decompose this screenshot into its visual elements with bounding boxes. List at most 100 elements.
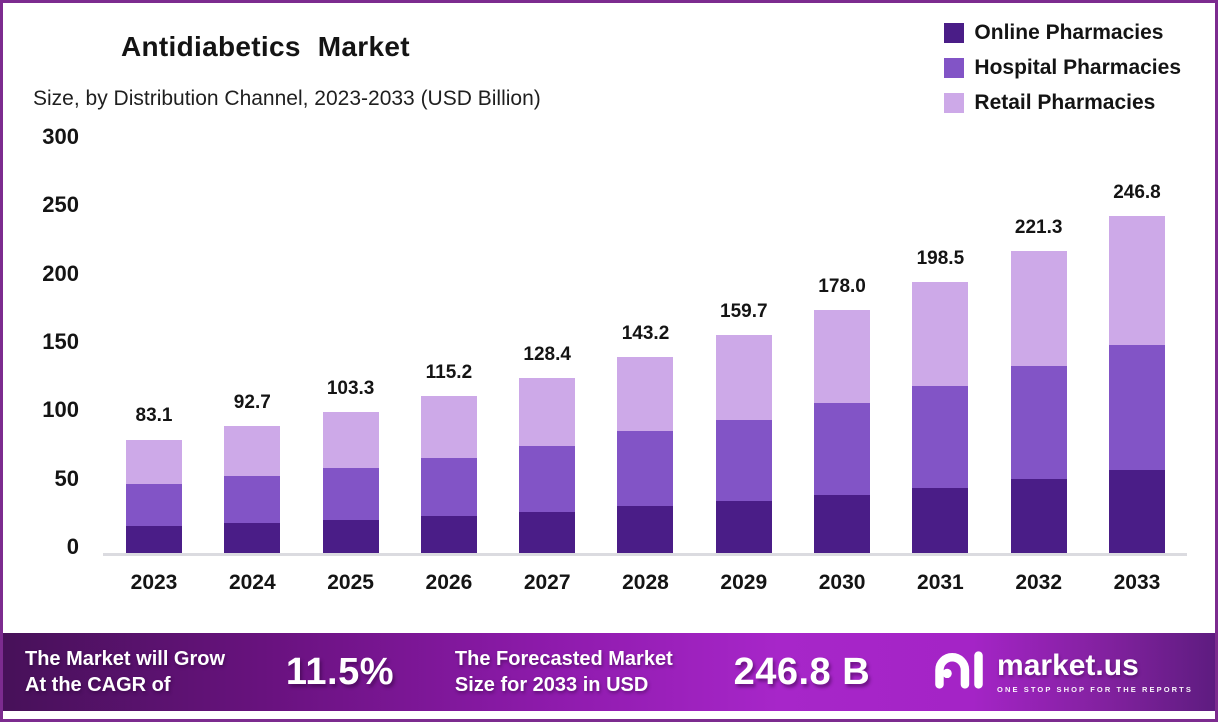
- bar-total-label: 128.4: [523, 343, 571, 365]
- bar-segment-hospital-pharmacies: [1010, 365, 1067, 480]
- legend-label: Hospital Pharmacies: [974, 56, 1181, 79]
- bar-segment-hospital-pharmacies: [322, 468, 379, 520]
- bar-segment-online-pharmacies: [420, 515, 477, 553]
- legend-item-retail-pharmacies: Retail Pharmacies: [944, 91, 1181, 115]
- x-axis-category-label: 2027: [523, 571, 571, 594]
- x-axis-category-label: 2023: [130, 571, 178, 594]
- cagr-label-line2: At the CAGR of: [25, 674, 171, 696]
- x-axis-category-label: 2025: [327, 571, 374, 594]
- bar-segment-hospital-pharmacies: [224, 476, 281, 523]
- bar-segment-online-pharmacies: [715, 500, 772, 553]
- bar-group-2029: 159.7 2029: [715, 143, 772, 594]
- bar-segment-retail-pharmacies: [126, 439, 182, 484]
- bar-total-label: 221.3: [1014, 216, 1063, 238]
- bar-group-2025: 103.3 2025: [322, 143, 379, 594]
- bar-segment-retail-pharmacies: [420, 395, 477, 458]
- bar-segment-online-pharmacies: [1010, 479, 1067, 553]
- bar-group-2024: 92.7 2024: [224, 143, 281, 594]
- legend-label: Online Pharmacies: [974, 21, 1164, 44]
- logo-tagline: ONE STOP SHOP FOR THE REPORTS: [997, 684, 1193, 694]
- x-axis-category-label: 2032: [1015, 571, 1063, 594]
- forecast-label: The Forecasted Market Size for 2033 in U…: [455, 646, 673, 698]
- bar-group-2023: 83.1 2023: [126, 143, 182, 594]
- legend: Online Pharmacies Hospital Pharmacies Reta…: [944, 21, 1181, 126]
- x-axis-category-label: 2029: [720, 571, 768, 594]
- y-axis-tick-label: 300: [42, 124, 79, 149]
- legend-swatch-icon: [944, 93, 965, 113]
- logo-name: market.us: [997, 648, 1139, 682]
- chart-subtitle: Size, by Distribution Channel, 2023-2033…: [33, 87, 541, 110]
- forecast-label-line1: The Forecasted Market: [454, 648, 673, 670]
- y-axis-tick-label: 0: [66, 534, 79, 559]
- legend-swatch-icon: [944, 58, 965, 78]
- bar-total-label: 83.1: [135, 405, 173, 427]
- chart-title: Antidiabetics Market: [121, 31, 410, 62]
- bar-segment-retail-pharmacies: [519, 377, 576, 447]
- bar-segment-hospital-pharmacies: [420, 457, 477, 516]
- bar-total-label: 159.7: [720, 300, 768, 322]
- x-axis-category-label: 2031: [917, 571, 964, 594]
- y-axis-tick-label: 100: [42, 397, 79, 423]
- legend-label: Retail Pharmacies: [974, 91, 1156, 114]
- x-axis-category-label: 2030: [818, 571, 866, 594]
- y-axis-tick-label: 250: [42, 192, 79, 218]
- bar-group-2033: 246.8 2033: [1108, 143, 1165, 594]
- bar-segment-retail-pharmacies: [1010, 250, 1067, 366]
- footer-banner: The Market will Grow At the CAGR of 11.5…: [3, 633, 1215, 711]
- legend-item-online-pharmacies: Online Pharmacies: [944, 21, 1181, 45]
- cagr-value: 11.5%: [285, 650, 395, 693]
- bar-segment-online-pharmacies: [519, 512, 576, 553]
- y-axis-tick-label: 150: [42, 329, 79, 354]
- bar-group-2026: 115.2 2026: [420, 143, 477, 594]
- bar-total-label: 115.2: [425, 361, 473, 383]
- bar-segment-retail-pharmacies: [224, 426, 281, 477]
- bar-segment-retail-pharmacies: [1108, 215, 1165, 345]
- bar-segment-retail-pharmacies: [322, 411, 379, 469]
- bar-total-label: 246.8: [1113, 181, 1161, 203]
- bar-segment-retail-pharmacies: [912, 281, 969, 386]
- bar-total-label: 103.3: [326, 377, 375, 399]
- bar-segment-hospital-pharmacies: [617, 431, 674, 506]
- legend-item-hospital-pharmacies: Hospital Pharmacies: [944, 56, 1181, 80]
- marketus-logo: market.us ONE STOP SHOP FOR THE REPORTS: [931, 645, 1193, 700]
- x-axis-category-label: 2028: [622, 571, 669, 594]
- logo-text-column: market.us ONE STOP SHOP FOR THE REPORTS: [997, 648, 1193, 694]
- bar-segment-online-pharmacies: [322, 519, 379, 553]
- cagr-label: The Market will Grow At the CAGR of: [25, 646, 225, 698]
- bar-group-2030: 178.0 2030: [814, 143, 871, 594]
- forecast-value: 246.8 B: [733, 650, 871, 693]
- bar-total-label: 198.5: [916, 247, 965, 269]
- bar-segment-retail-pharmacies: [814, 309, 871, 403]
- bar-total-label: 178.0: [818, 275, 866, 297]
- bar-group-2027: 128.4 2027: [519, 143, 576, 594]
- bar-segment-retail-pharmacies: [715, 334, 772, 420]
- bar-segment-hospital-pharmacies: [126, 483, 182, 526]
- bar-segment-hospital-pharmacies: [814, 402, 871, 495]
- marketus-logo-icon: [931, 645, 987, 700]
- bar-segment-hospital-pharmacies: [912, 385, 969, 488]
- bar-segment-hospital-pharmacies: [1108, 344, 1165, 471]
- bar-total-label: 92.7: [233, 392, 271, 414]
- cagr-label-line1: The Market will Grow: [25, 648, 226, 670]
- x-axis-category-label: 2026: [425, 571, 473, 594]
- legend-swatch-icon: [944, 23, 965, 43]
- bar-segment-online-pharmacies: [1108, 470, 1165, 553]
- chart-area: Antidiabetics Market Size, by Distributi…: [3, 3, 1215, 628]
- forecast-label-line2: Size for 2033 in USD: [454, 674, 649, 696]
- bar-segment-online-pharmacies: [912, 487, 969, 553]
- bar-group-2028: 143.2 2028: [617, 143, 674, 594]
- bar-segment-online-pharmacies: [224, 522, 281, 553]
- bar-total-label: 143.2: [621, 323, 670, 345]
- bar-segment-online-pharmacies: [814, 494, 871, 553]
- y-axis-tick-label: 200: [42, 260, 79, 286]
- y-axis-tick-label: 50: [54, 465, 79, 491]
- bar-segment-hospital-pharmacies: [715, 419, 772, 501]
- x-axis-category-label: 2033: [1113, 571, 1161, 594]
- bar-segment-retail-pharmacies: [617, 357, 674, 432]
- bar-group-2032: 221.3 2032: [1010, 143, 1067, 594]
- bar-group-2031: 198.5 2031: [912, 143, 969, 594]
- plot-area: 83.1 2023 92.7 2024 103.3 2025 115.2 2026 128.4 2…: [103, 143, 1187, 594]
- bar-segment-online-pharmacies: [126, 525, 182, 553]
- bar-segment-online-pharmacies: [617, 506, 674, 553]
